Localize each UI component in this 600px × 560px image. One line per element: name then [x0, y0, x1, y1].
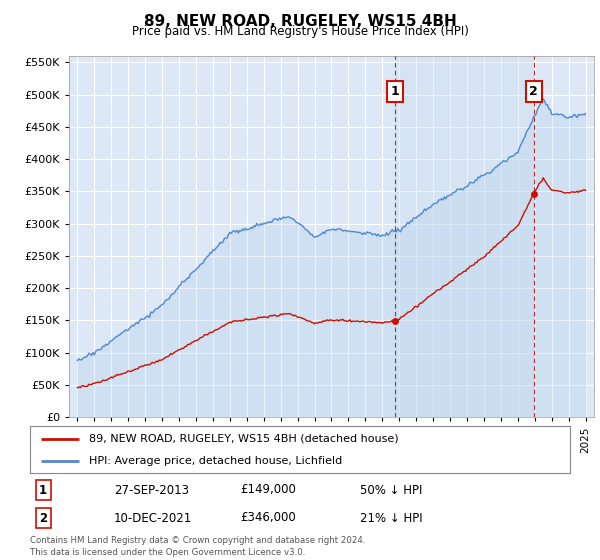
Text: 1: 1 — [391, 85, 400, 98]
Text: Price paid vs. HM Land Registry's House Price Index (HPI): Price paid vs. HM Land Registry's House … — [131, 25, 469, 38]
Text: HPI: Average price, detached house, Lichfield: HPI: Average price, detached house, Lich… — [89, 456, 343, 466]
Text: 50% ↓ HPI: 50% ↓ HPI — [360, 483, 422, 497]
Text: 27-SEP-2013: 27-SEP-2013 — [114, 483, 189, 497]
Text: 89, NEW ROAD, RUGELEY, WS15 4BH (detached house): 89, NEW ROAD, RUGELEY, WS15 4BH (detache… — [89, 434, 399, 444]
Text: 10-DEC-2021: 10-DEC-2021 — [114, 511, 192, 525]
Text: 1: 1 — [39, 483, 47, 497]
Text: £346,000: £346,000 — [240, 511, 296, 525]
Text: 2: 2 — [39, 511, 47, 525]
Text: 89, NEW ROAD, RUGELEY, WS15 4BH: 89, NEW ROAD, RUGELEY, WS15 4BH — [143, 14, 457, 29]
Text: 21% ↓ HPI: 21% ↓ HPI — [360, 511, 422, 525]
Text: £149,000: £149,000 — [240, 483, 296, 497]
Text: Contains HM Land Registry data © Crown copyright and database right 2024.
This d: Contains HM Land Registry data © Crown c… — [30, 536, 365, 557]
Bar — [395, 56, 534, 417]
Text: 2: 2 — [529, 85, 538, 98]
